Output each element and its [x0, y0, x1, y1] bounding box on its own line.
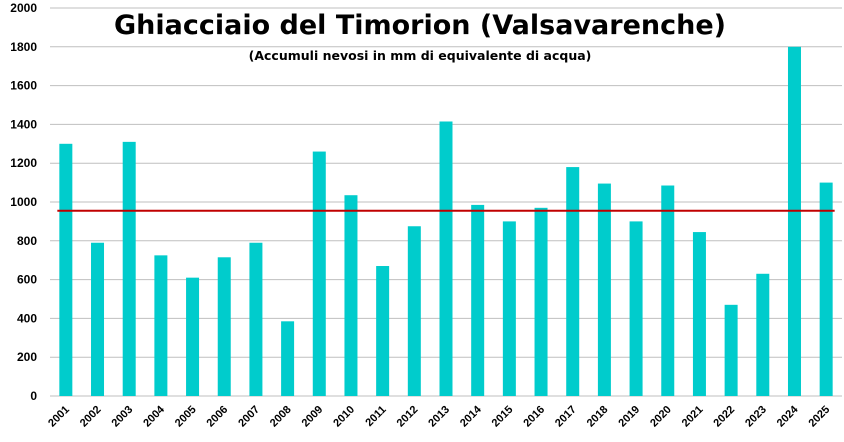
x-tick-label: 2018 — [585, 404, 611, 430]
x-tick-label: 2003 — [110, 404, 136, 430]
chart-title: Ghiacciaio del Timorion (Valsavarenche) — [113, 10, 726, 41]
y-axis-ticks: 0 200 400 600 800 1000 1200 1400 1600 1800 2000 — [10, 1, 37, 403]
bar-2006 — [217, 257, 231, 396]
bar-2007 — [249, 242, 263, 396]
x-tick-label: 2021 — [680, 404, 706, 430]
bar-2014 — [471, 204, 485, 396]
x-tick-label: 2009 — [300, 404, 326, 430]
x-tick-label: 2020 — [648, 404, 674, 430]
bar-2001 — [59, 143, 73, 396]
bar-2004 — [154, 255, 168, 396]
y-tick-label: 1800 — [10, 40, 37, 54]
y-tick-label: 1600 — [10, 79, 37, 93]
x-tick-label: 2025 — [806, 404, 832, 430]
x-tick-label: 2012 — [395, 404, 421, 430]
x-tick-label: 2023 — [743, 404, 769, 430]
bar-2025 — [819, 182, 833, 396]
x-tick-label: 2024 — [775, 403, 801, 429]
bar-2017 — [566, 167, 580, 396]
bar-2019 — [629, 221, 643, 396]
bar-2005 — [186, 277, 200, 396]
bar-2020 — [661, 185, 675, 396]
x-tick-label: 2013 — [426, 404, 452, 430]
bar-2010 — [344, 195, 358, 396]
y-tick-label: 400 — [17, 311, 37, 325]
y-tick-label: 200 — [17, 350, 37, 364]
bar-2009 — [312, 151, 326, 396]
x-tick-label: 2015 — [490, 404, 516, 430]
x-tick-label: 2004 — [141, 403, 167, 429]
x-tick-label: 2002 — [78, 404, 104, 430]
x-tick-label: 2001 — [46, 404, 72, 430]
x-tick-label: 2007 — [236, 404, 262, 430]
x-tick-label: 2016 — [521, 404, 547, 430]
y-tick-label: 800 — [17, 234, 37, 248]
bar-2022 — [724, 304, 738, 396]
bar-2018 — [597, 183, 611, 396]
y-tick-label: 2000 — [10, 1, 37, 15]
x-tick-label: 2005 — [173, 404, 199, 430]
x-tick-label: 2011 — [363, 404, 388, 429]
chart-subtitle: (Accumuli nevosi in mm di equivalente di… — [248, 48, 592, 63]
bar-2015 — [502, 221, 516, 396]
x-tick-label: 2019 — [616, 404, 642, 430]
bar-2003 — [122, 141, 136, 396]
x-tick-label: 2022 — [711, 404, 737, 430]
bar-2013 — [439, 121, 453, 397]
bar-2011 — [376, 266, 390, 396]
x-tick-label: 2017 — [553, 404, 579, 430]
y-tick-label: 1200 — [10, 156, 37, 170]
x-tick-label: 2010 — [331, 404, 357, 430]
bar-2002 — [91, 242, 105, 396]
x-tick-label: 2008 — [268, 404, 294, 430]
y-tick-label: 1000 — [10, 195, 37, 209]
bar-2008 — [281, 321, 295, 396]
bar-2012 — [407, 226, 421, 396]
bar-2021 — [692, 232, 706, 396]
bar-2024 — [787, 46, 801, 397]
y-tick-label: 600 — [17, 273, 37, 287]
x-tick-label: 2014 — [458, 403, 484, 429]
x-axis-ticks: 2001 2002 2003 2004 2005 2006 2007 2008 2009 2010… — [46, 403, 832, 429]
bars — [59, 46, 833, 397]
x-tick-label: 2006 — [205, 404, 231, 430]
y-tick-label: 0 — [30, 389, 37, 403]
bar-2023 — [756, 273, 770, 396]
bar-2016 — [534, 207, 548, 396]
y-tick-label: 1400 — [10, 117, 37, 131]
